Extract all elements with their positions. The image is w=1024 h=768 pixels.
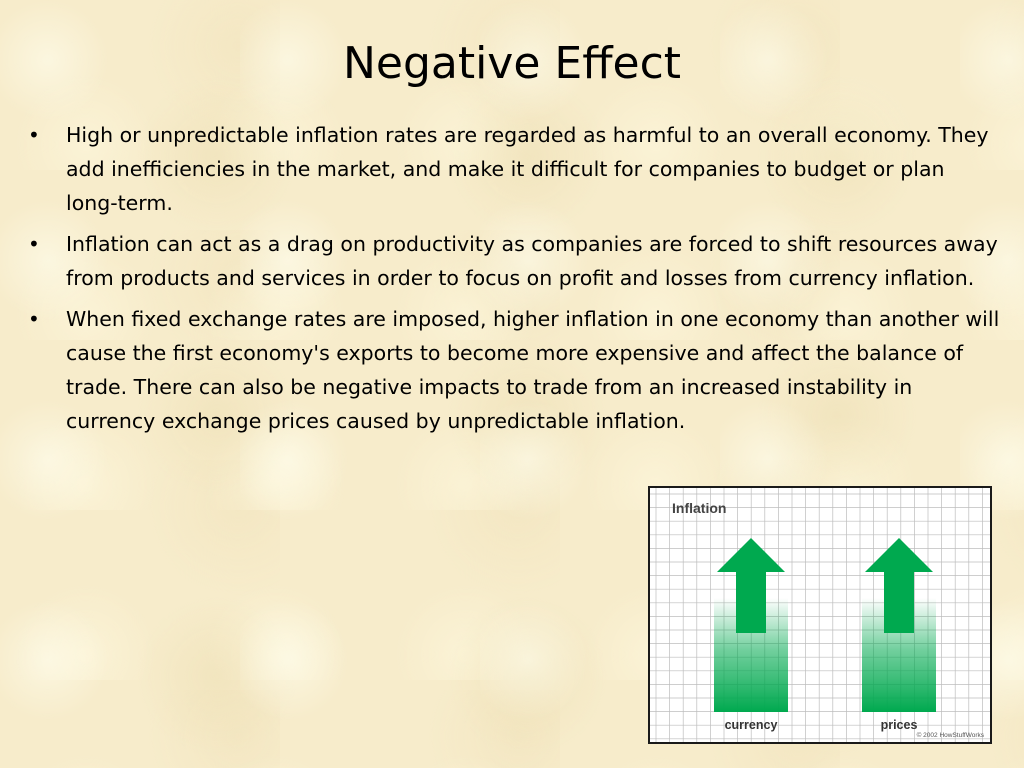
bullet-dot: • [28, 123, 40, 147]
figure-label-prices: prices [880, 718, 918, 732]
bullet-item: • High or unpredictable inflation rates … [28, 118, 1000, 220]
bullet-text: When fixed exchange rates are imposed, h… [66, 307, 1000, 433]
bullet-dot: • [28, 232, 40, 256]
bullet-text: High or unpredictable inflation rates ar… [66, 123, 989, 215]
inflation-illustration: Inflation currency prices © 2002 HowStuf… [648, 486, 992, 744]
bullet-list: • High or unpredictable inflation rates … [28, 118, 1000, 445]
figure-label-currency: currency [724, 718, 778, 732]
grid-background [650, 488, 990, 742]
prices-arrow-icon [862, 538, 936, 712]
bullet-item: • Inflation can act as a drag on product… [28, 227, 1000, 295]
inflation-illustration-graphic [650, 488, 990, 742]
bullet-item: • When fixed exchange rates are imposed,… [28, 302, 1000, 438]
slide-title: Negative Effect [342, 38, 682, 89]
bullet-text: Inflation can act as a drag on productiv… [66, 232, 998, 290]
figure-title: Inflation [672, 500, 727, 516]
bullet-dot: • [28, 307, 40, 331]
figure-copyright: © 2002 HowStuffWorks [916, 732, 984, 739]
currency-arrow-icon [714, 538, 788, 712]
